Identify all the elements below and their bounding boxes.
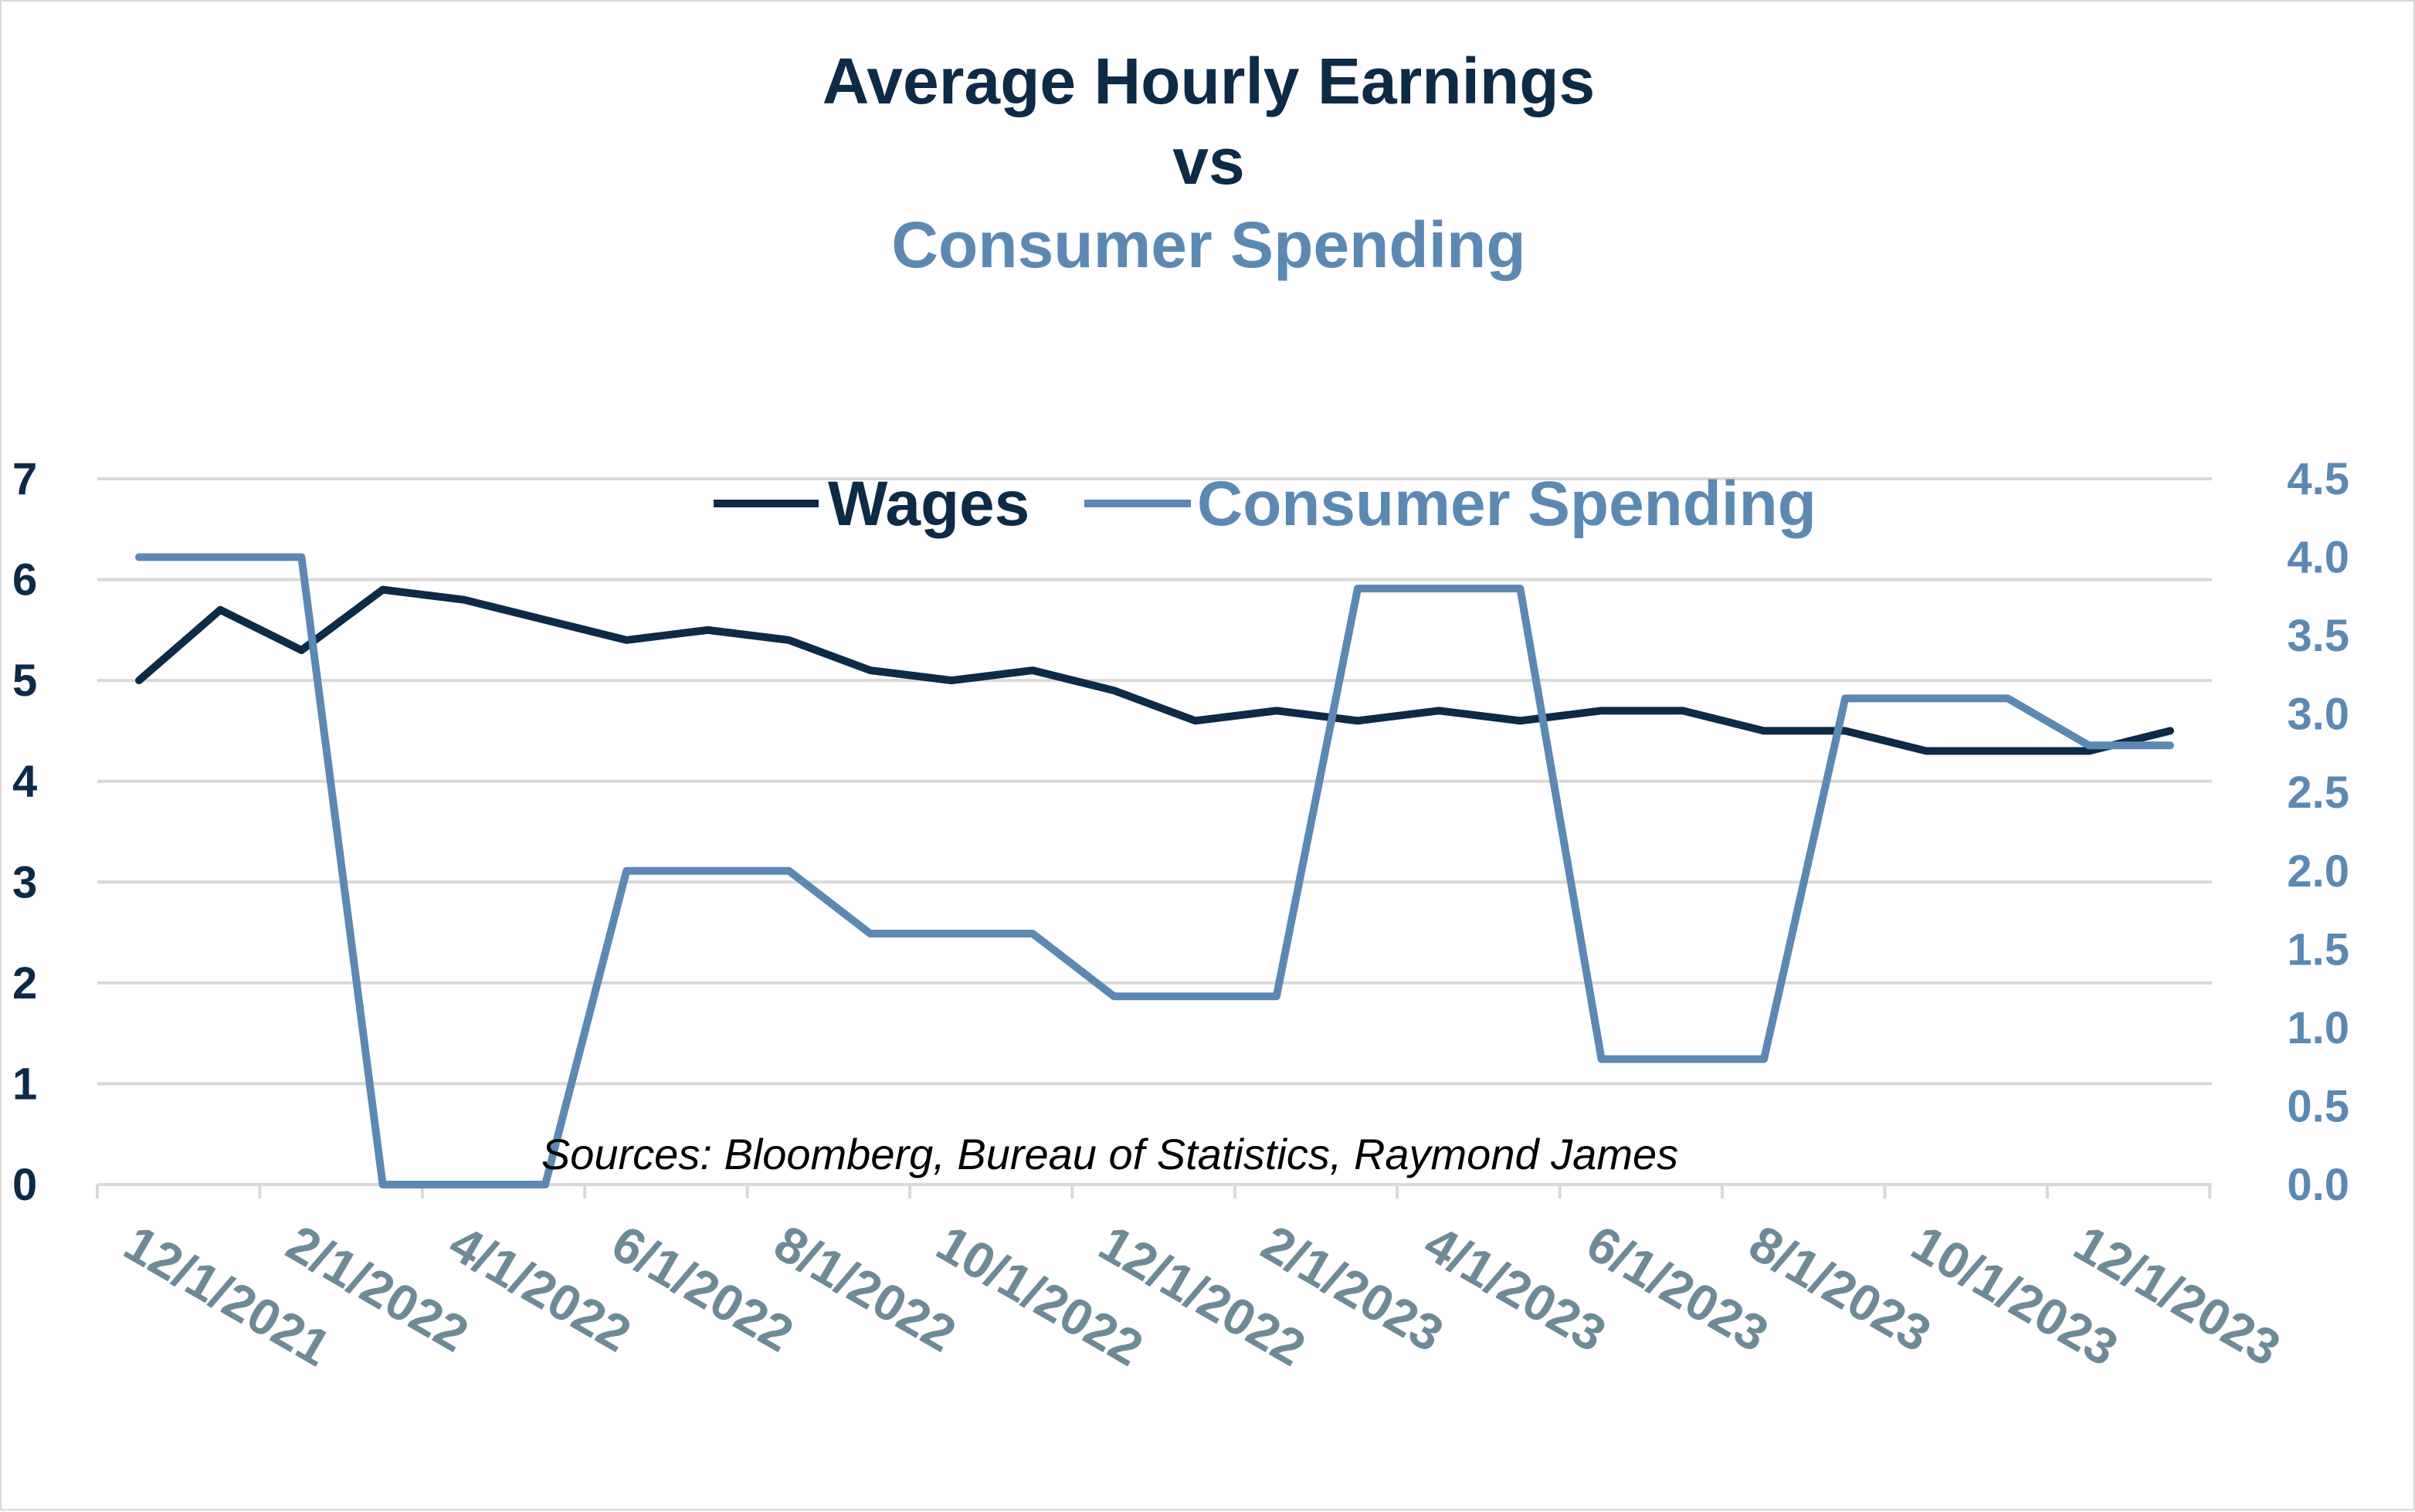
right-y-tick-label: 2.0 xyxy=(2287,846,2349,897)
x-tick-label: 4/1/2023 xyxy=(1415,1214,1616,1363)
chart-title-line-3: Consumer Spending xyxy=(891,208,1525,281)
right-y-tick-label: 0.0 xyxy=(2287,1160,2349,1210)
chart-title-line-1: Average Hourly Earnings xyxy=(823,45,1596,117)
left-y-tick-label: 6 xyxy=(12,555,37,605)
data-point-wages xyxy=(1195,720,1196,721)
data-point-consumer-spending xyxy=(2088,744,2090,746)
data-point-wages xyxy=(626,639,627,641)
data-point-consumer-spending xyxy=(1195,995,1196,997)
legend-label-wages: Wages xyxy=(828,469,1029,539)
right-y-tick-label: 1.5 xyxy=(2287,924,2349,975)
left-y-tick-label: 3 xyxy=(12,857,37,907)
data-point-consumer-spending xyxy=(1844,697,1846,699)
data-point-wages xyxy=(707,629,708,631)
left-y-tick-label: 2 xyxy=(12,958,37,1009)
chart-title: Average Hourly Earnings vs Consumer Spen… xyxy=(823,45,1596,281)
series-line-consumer-spending xyxy=(135,553,2174,1188)
gridlines xyxy=(97,477,2212,1086)
x-tick-label: 6/1/2023 xyxy=(1578,1214,1779,1363)
x-tick-label: 8/1/2022 xyxy=(765,1214,966,1363)
legend-label-consumer-spending: Consumer Spending xyxy=(1197,469,1816,539)
right-y-tick-label: 3.5 xyxy=(2287,611,2349,661)
data-point-wages xyxy=(544,619,546,621)
data-point-wages xyxy=(1276,710,1277,711)
data-point-consumer-spending xyxy=(707,870,708,872)
x-axis-ticks: 12/1/20212/1/20224/1/20226/1/20228/1/202… xyxy=(115,1214,2290,1377)
data-point-wages xyxy=(1601,710,1603,711)
data-point-wages xyxy=(1682,710,1684,711)
data-point-consumer-spending xyxy=(1519,588,1521,589)
data-point-consumer-spending xyxy=(2169,744,2171,746)
data-point-consumer-spending xyxy=(138,557,140,558)
left-y-axis-ticks: 0 1 2 3 4 5 6 7 xyxy=(12,454,37,1210)
data-point-wages xyxy=(138,680,140,681)
right-y-axis-ticks: 0.0 0.5 1.0 1.5 2.0 2.5 3.0 3.5 4.0 4.5 xyxy=(2287,454,2349,1210)
left-y-tick-label: 5 xyxy=(12,656,37,706)
data-point-consumer-spending xyxy=(300,557,302,558)
data-point-wages xyxy=(951,680,952,681)
left-y-tick-label: 0 xyxy=(12,1160,37,1210)
data-point-consumer-spending xyxy=(626,870,627,872)
data-point-wages xyxy=(1519,720,1521,721)
data-point-consumer-spending xyxy=(1276,995,1277,997)
x-tick-label: 6/1/2022 xyxy=(602,1214,803,1363)
left-y-tick-label: 1 xyxy=(12,1059,37,1109)
legend: Wages Consumer Spending xyxy=(714,469,1816,539)
data-point-consumer-spending xyxy=(2007,697,2009,699)
right-y-tick-label: 4.5 xyxy=(2287,454,2349,504)
data-point-wages xyxy=(463,599,465,601)
right-y-tick-label: 3.0 xyxy=(2287,690,2349,740)
left-y-tick-label: 4 xyxy=(12,757,37,807)
right-y-tick-label: 2.5 xyxy=(2287,768,2349,818)
data-point-wages xyxy=(219,609,221,611)
source-annotation: Sources: Bloomberg, Bureau of Statistics… xyxy=(541,1130,1678,1178)
series-lines xyxy=(135,553,2174,1188)
data-point-wages xyxy=(382,589,384,591)
right-y-tick-label: 4.0 xyxy=(2287,533,2349,583)
x-tick-label: 8/1/2023 xyxy=(1740,1214,1941,1363)
data-point-wages xyxy=(1438,710,1440,711)
data-point-consumer-spending xyxy=(219,557,221,558)
chart-title-line-2: vs xyxy=(1172,125,1244,198)
data-point-consumer-spending xyxy=(1925,697,1927,699)
x-tick-label: 4/1/2022 xyxy=(440,1214,641,1363)
data-point-wages xyxy=(300,649,302,651)
right-y-tick-label: 0.5 xyxy=(2287,1081,2349,1131)
series-line-wages xyxy=(135,585,2174,755)
data-point-consumer-spending xyxy=(1438,588,1440,589)
right-y-tick-label: 1.0 xyxy=(2287,1003,2349,1053)
left-y-tick-label: 7 xyxy=(12,454,37,504)
